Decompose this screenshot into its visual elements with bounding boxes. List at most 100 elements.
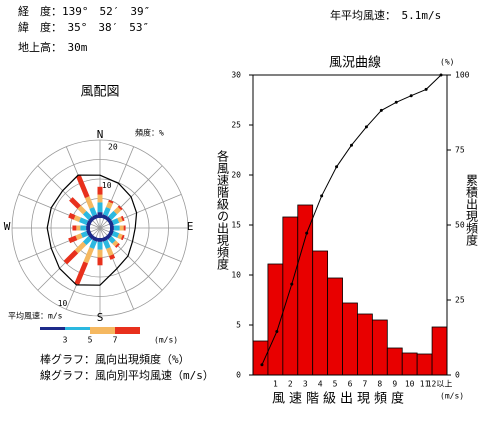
rose-bar — [108, 236, 116, 244]
legend-swatch — [90, 327, 115, 334]
rose-bar — [108, 254, 116, 260]
direction-label: W — [4, 220, 11, 233]
rose-bar — [74, 241, 87, 254]
rose-bar — [105, 233, 112, 240]
bar — [431, 326, 448, 376]
legend-label: 3 — [63, 336, 68, 345]
freq-tick-label: 20 — [108, 143, 118, 152]
bar — [357, 313, 373, 376]
rose-bar — [101, 236, 108, 242]
latitude: 緯 度： 35° 38′ 53″ — [18, 20, 149, 34]
y2-tick-label: 50 — [455, 221, 465, 230]
legend-label: 7 — [113, 336, 118, 345]
y2-tick-label: 100 — [455, 71, 470, 80]
rose-bar — [105, 201, 113, 209]
legend-swatch — [65, 327, 90, 330]
y2-label: 累積出現頻度 — [465, 174, 479, 246]
rose-bar — [75, 174, 90, 199]
rose-bar — [82, 236, 92, 246]
bar — [416, 353, 433, 376]
y-tick-label: 20 — [231, 171, 241, 180]
direction-label: S — [97, 311, 104, 324]
rose-bar — [114, 242, 120, 248]
rose-bar — [77, 205, 87, 215]
y-tick-label: 5 — [236, 321, 241, 330]
rose-bar — [117, 233, 123, 240]
legend-unit: (m/s) — [154, 336, 178, 345]
rose-bar — [120, 234, 125, 241]
x-tick-label: 3 — [303, 380, 308, 389]
curve-title: 風況曲線 — [329, 55, 381, 71]
rose-bar — [108, 229, 114, 236]
rose-bar — [103, 206, 111, 217]
bar — [312, 250, 329, 376]
legend-swatch — [115, 327, 140, 334]
rose-bar — [111, 218, 120, 225]
rose-bar — [89, 206, 97, 217]
rose-title: 風配図 — [80, 85, 119, 100]
rose-bar — [73, 215, 81, 223]
y2-unit: (%) — [440, 58, 454, 67]
x-tick-label: 9 — [392, 380, 397, 389]
x-label: 風速階級出現頻度 — [272, 391, 408, 407]
rose-bar — [84, 196, 95, 209]
plot-frame — [252, 74, 448, 376]
rose-bar — [117, 205, 123, 211]
rose-bar — [92, 214, 99, 220]
rose-bar — [86, 229, 92, 236]
bar — [327, 277, 343, 376]
rose-bar — [88, 233, 95, 240]
x-unit: (m/s) — [440, 392, 464, 401]
rose-bar — [89, 239, 97, 250]
rose-bar — [92, 236, 99, 242]
x-tick-label: 6 — [348, 380, 353, 389]
rose-bar — [68, 235, 78, 244]
y-label: 各風速階級の出現頻度 — [216, 149, 230, 270]
rose-bar — [103, 239, 111, 250]
mean-speed: 年平均風速： 5.1m/s — [330, 8, 441, 22]
legend-swatch — [40, 327, 65, 330]
rose-bar — [108, 220, 114, 227]
x-tick-label: 2 — [288, 380, 293, 389]
speed-line — [46, 174, 138, 286]
rose-bar — [111, 231, 120, 238]
rose-bar — [108, 199, 114, 204]
bar — [342, 302, 358, 376]
x-tick-label: 12以上 — [427, 380, 453, 389]
x-tick-label: 7 — [363, 380, 368, 389]
height: 地上高： 30m — [18, 40, 88, 54]
caption: 棒グラフ：風向出現頻度（%） — [40, 352, 190, 366]
rose-bar — [68, 212, 76, 220]
x-tick-label: 1 — [273, 380, 278, 389]
rose-bar — [82, 210, 92, 220]
y-tick-label: 25 — [231, 121, 241, 130]
rose-bar — [88, 216, 95, 223]
rose-bar — [101, 214, 108, 220]
rose-bar — [120, 215, 125, 222]
y2-tick-label: 0 — [455, 371, 460, 380]
bar — [401, 352, 418, 376]
rose-bar — [69, 197, 81, 209]
cumulative-line — [261, 74, 442, 366]
direction-label: E — [187, 220, 194, 233]
freq-tick-label: 10 — [102, 181, 112, 190]
x-tick-label: 4 — [318, 380, 323, 389]
rose-bar — [105, 247, 114, 257]
freq-label: 頻度：% — [135, 128, 164, 138]
x-tick-label: 11 — [420, 380, 430, 389]
rose-bar — [75, 233, 83, 241]
x-tick-label: 8 — [377, 380, 382, 389]
bar — [297, 204, 314, 376]
direction-label: N — [97, 128, 104, 141]
rose-bar — [112, 240, 119, 247]
speed-label: 平均風速：m/s — [8, 311, 63, 321]
y-tick-label: 0 — [236, 371, 241, 380]
x-tick-label: 5 — [333, 380, 338, 389]
bar — [386, 347, 403, 376]
y2-tick-label: 75 — [455, 146, 465, 155]
rose-bar — [108, 210, 118, 220]
y-tick-label: 30 — [231, 71, 241, 80]
y-tick-label: 10 — [231, 271, 241, 280]
y2-tick-label: 25 — [455, 296, 465, 305]
